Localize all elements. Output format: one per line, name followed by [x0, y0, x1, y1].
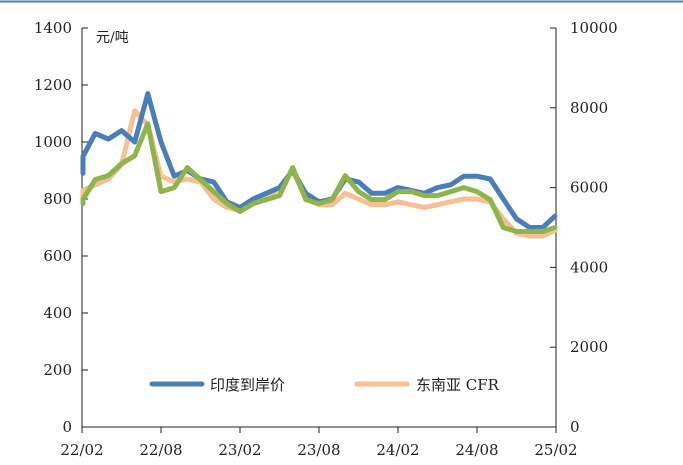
x-tick-label: 25/02 — [534, 441, 577, 459]
series-layer — [80, 91, 558, 239]
legend: 印度到岸价 东南亚 CFR — [149, 376, 500, 394]
left-tick-label: 1400 — [34, 19, 72, 37]
left-axis-ticks: 0 200 400 600 800 1000 1200 1400 — [34, 19, 88, 436]
series-line-secondary — [80, 121, 558, 234]
left-tick-label: 1000 — [34, 133, 72, 151]
series-line-sea-cfr — [80, 108, 558, 239]
left-tick-label: 400 — [43, 304, 72, 322]
right-tick-label: 6000 — [570, 179, 608, 197]
right-tick-label: 0 — [570, 418, 580, 436]
left-tick-label: 200 — [43, 361, 72, 379]
x-tick-label: 23/08 — [297, 441, 340, 459]
x-tick-label: 24/08 — [455, 441, 498, 459]
x-axis-ticks: 22/02 22/08 23/02 23/08 24/02 24/08 25/02 — [60, 427, 578, 459]
right-tick-label: 8000 — [570, 99, 608, 117]
x-tick-label: 22/08 — [139, 441, 182, 459]
legend-label-sea: 东南亚 CFR — [416, 376, 500, 394]
series-line-india — [80, 91, 558, 230]
left-tick-label: 0 — [62, 418, 72, 436]
left-tick-label: 600 — [43, 247, 72, 265]
x-tick-label: 23/02 — [218, 441, 261, 459]
right-tick-label: 2000 — [570, 338, 608, 356]
left-tick-label: 800 — [43, 190, 72, 208]
x-tick-label: 22/02 — [60, 441, 103, 459]
right-tick-label: 10000 — [570, 19, 618, 37]
right-tick-label: 4000 — [570, 258, 608, 276]
left-tick-label: 1200 — [34, 76, 72, 94]
x-tick-label: 24/02 — [376, 441, 419, 459]
right-axis-ticks: 0 2000 4000 6000 8000 10000 — [550, 19, 618, 436]
legend-label-india: 印度到岸价 — [210, 376, 285, 394]
unit-label: 元/吨 — [96, 30, 129, 46]
